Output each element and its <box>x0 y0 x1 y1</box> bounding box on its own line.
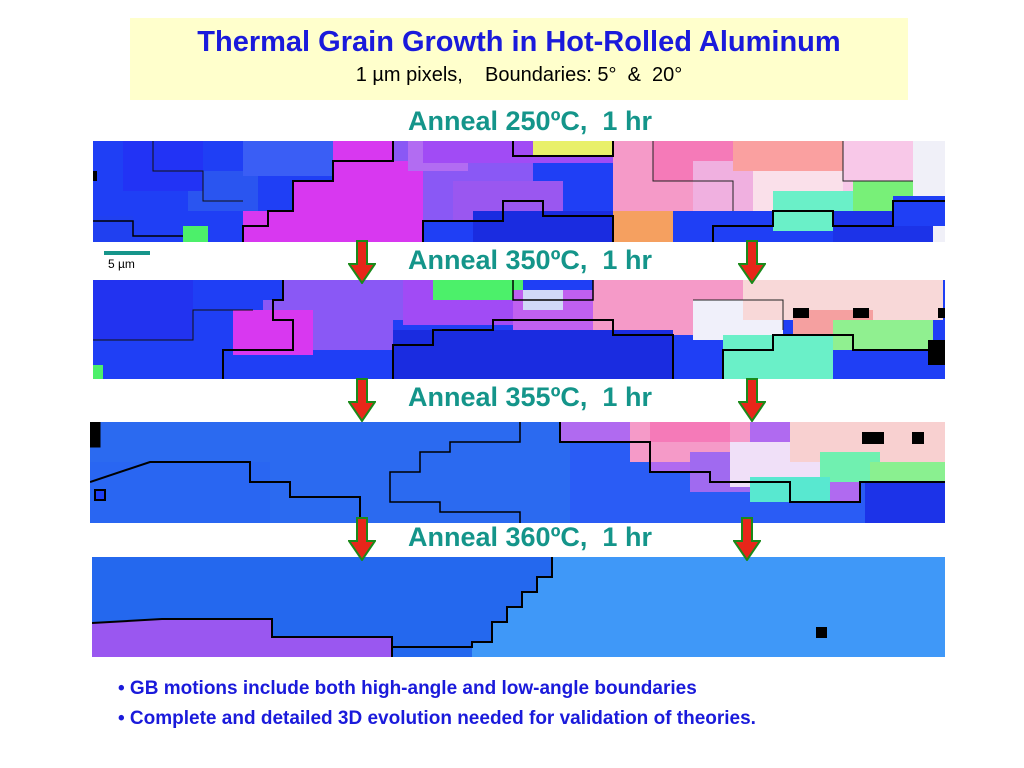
scale-label: 5 µm <box>108 257 135 271</box>
anneal-label-350: Anneal 350ºC, 1 hr <box>408 245 652 275</box>
anneal-label-360: Anneal 360ºC, 1 hr <box>408 522 652 552</box>
down-arrow-icon <box>732 517 762 562</box>
down-arrow-icon <box>347 240 377 285</box>
down-arrow-icon <box>737 378 767 423</box>
title-box: Thermal Grain Growth in Hot-Rolled Alumi… <box>130 18 908 100</box>
page-title: Thermal Grain Growth in Hot-Rolled Alumi… <box>197 26 841 58</box>
grain-map-350 <box>93 280 945 379</box>
page-subtitle: 1 µm pixels, Boundaries: 5° & 20° <box>355 64 683 86</box>
scale-bar <box>104 251 150 255</box>
bullet-item: • Complete and detailed 3D evolution nee… <box>118 708 756 729</box>
anneal-label-355: Anneal 355ºC, 1 hr <box>408 382 652 412</box>
anneal-label-250: Anneal 250ºC, 1 hr <box>408 106 652 136</box>
down-arrow-icon <box>347 517 377 562</box>
down-arrow-icon <box>347 378 377 423</box>
grain-map-360 <box>92 557 945 657</box>
grain-map-355 <box>90 422 945 523</box>
down-arrow-icon <box>737 240 767 285</box>
grain-map-250 <box>93 141 945 242</box>
bullet-item: • GB motions include both high-angle and… <box>118 678 697 699</box>
